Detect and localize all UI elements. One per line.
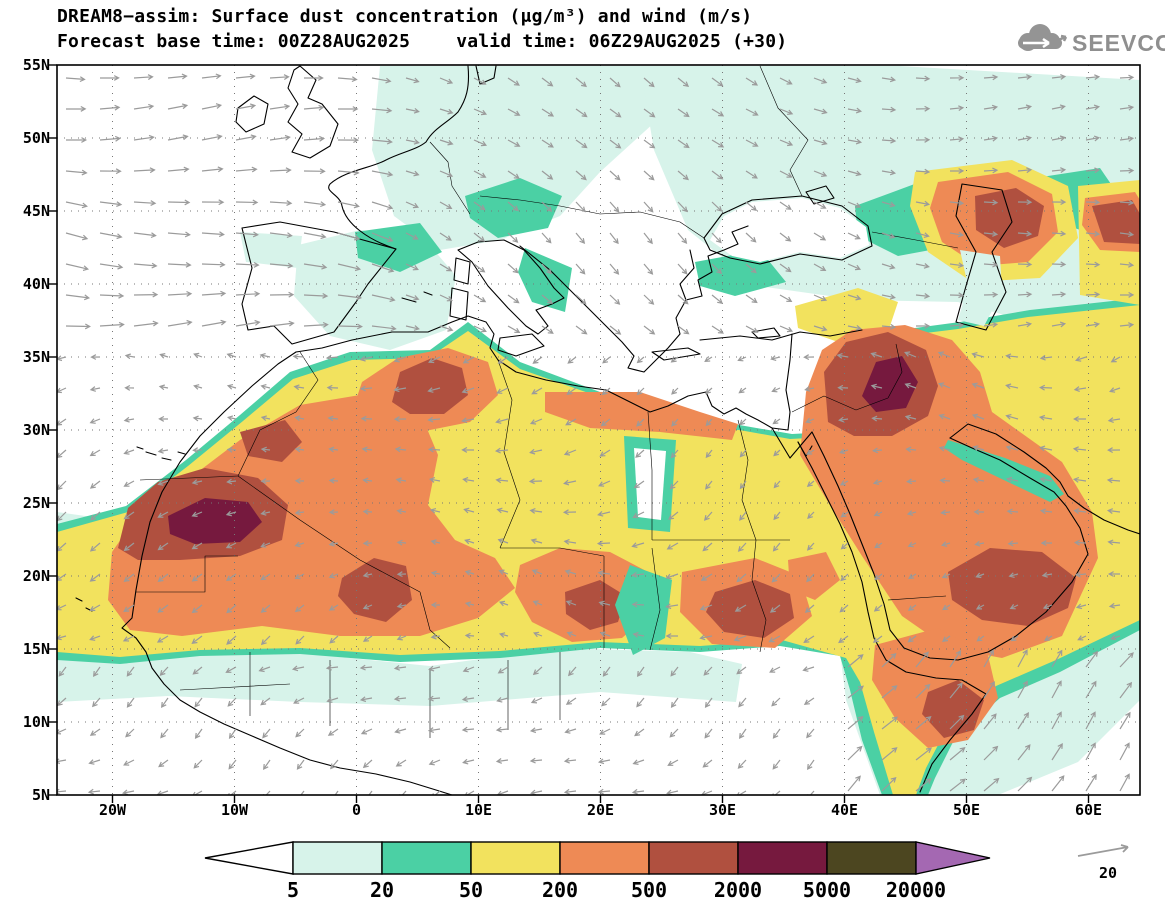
colorbar-label: 200 [542, 878, 578, 902]
coastlines [75, 65, 1140, 795]
colorbar-label: 20000 [886, 878, 946, 902]
colorbar-label: 500 [631, 878, 667, 902]
colorbar-cell [559, 841, 650, 875]
colorbar-cell [470, 841, 561, 875]
lon-tick-label: 10E [464, 801, 493, 819]
wind-arrows [57, 73, 1135, 795]
logo-text: SEEVCCC [1072, 30, 1165, 56]
lon-tick-label: 60E [1074, 801, 1103, 819]
colorbar-label: 5 [287, 878, 299, 902]
colorbar-cell [826, 841, 917, 875]
colorbar-right-arrow [915, 841, 991, 875]
lat-tick-label: 25N [22, 494, 50, 512]
lat-tick-label: 10N [22, 713, 50, 731]
page-subtitle: Forecast base time: 00Z28AUG2025 valid ti… [57, 31, 787, 52]
lon-tick-label: 0 [351, 801, 362, 819]
page-title: DREAM8−assim: Surface dust concentration… [57, 6, 753, 27]
lat-tick-label: 55N [22, 56, 50, 74]
lat-tick-label: 30N [22, 421, 50, 439]
valid-time: valid time: 06Z29AUG2025 (+30) [456, 31, 788, 52]
colorbar-cell [292, 841, 383, 875]
dust-fill-layer [57, 66, 1140, 795]
colorbar-label: 5000 [803, 878, 851, 902]
lat-tick-label: 50N [22, 129, 50, 147]
lon-tick-label: 10W [220, 801, 249, 819]
colorbar-label: 20 [370, 878, 394, 902]
lon-tick-label: 30E [708, 801, 737, 819]
lat-tick-label: 20N [22, 567, 50, 585]
colorbar: 5 20 50 200 500 2000 5000 20000 [204, 841, 991, 902]
lon-tick-label: 50E [952, 801, 981, 819]
colorbar-left-arrow [204, 841, 294, 875]
colorbar-cell [648, 841, 739, 875]
colorbar-cell [737, 841, 828, 875]
lat-tick-label: 40N [22, 275, 50, 293]
country-borders [136, 65, 959, 738]
lat-tick-label: 35N [22, 348, 50, 366]
lat-tick-label: 15N [22, 640, 50, 658]
gridlines [57, 65, 1140, 795]
wind-reference-arrow [1077, 844, 1129, 857]
lon-tick-label: 40E [830, 801, 859, 819]
wind-reference-value: 20 [1098, 864, 1118, 882]
cloud-logo-icon [1018, 24, 1068, 51]
seevccc-logo: SEEVCCC [1012, 22, 1165, 62]
axis-ticks [49, 64, 1090, 803]
colorbar-label: 50 [459, 878, 483, 902]
lat-tick-label: 45N [22, 202, 50, 220]
colorbar-cell [381, 841, 472, 875]
forecast-base-time: Forecast base time: 00Z28AUG2025 [57, 31, 411, 52]
lon-tick-label: 20W [98, 801, 127, 819]
lat-tick-label: 5N [31, 786, 50, 804]
lon-tick-label: 20E [586, 801, 615, 819]
colorbar-label: 2000 [714, 878, 762, 902]
